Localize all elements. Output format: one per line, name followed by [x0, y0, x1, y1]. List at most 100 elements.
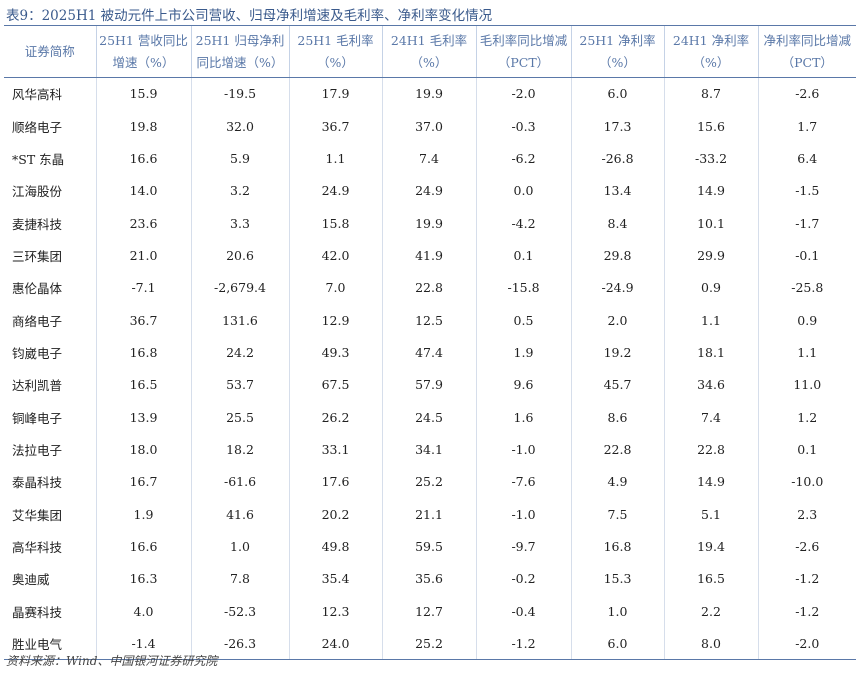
value-cell: 1.0: [190, 530, 289, 563]
value-cell: 14.9: [663, 174, 758, 207]
column-header-line2: （PCT）: [497, 54, 550, 70]
security-name-cell: *ST 东晶: [12, 151, 65, 167]
table-row: 铜峰电子 13.9 25.5 26.2 24.5 1.6 8.6 7.4 1.2: [4, 400, 856, 434]
value-cell: -33.2: [663, 142, 758, 175]
security-name-cell: 胜业电气: [4, 627, 96, 661]
value-cell: -26.8: [570, 142, 664, 175]
column-header-line2: （PCT）: [781, 54, 833, 70]
value-cell: 25.2: [381, 627, 476, 661]
security-name-cell: 风华高科: [12, 87, 63, 103]
table-row: 法拉电子 18.0 18.2 33.1 34.1 -1.0 22.8 22.8 0.1: [4, 433, 856, 466]
value-cell: 41.9: [381, 239, 476, 272]
value-cell: 16.3: [95, 562, 191, 595]
value-cell: 19.4: [663, 530, 758, 563]
security-name-cell: 艾华集团: [12, 507, 63, 523]
value-cell: 1.7: [757, 109, 856, 143]
table-body: 风华高科 15.9 -19.5 17.9 19.9 -2.0 6.0 8.7 -2.6 顺络电子 1…: [4, 77, 856, 661]
value-cell: 1.1: [288, 142, 382, 175]
column-header: 净利率同比增减 （PCT）: [757, 25, 856, 78]
table-row: 顺络电子 19.8 32.0 36.7 37.0 -0.3 17.3 15.6 1.7: [4, 109, 856, 143]
value-cell: 19.2: [570, 336, 664, 369]
value-cell: 3.3: [190, 206, 289, 240]
security-name-cell: 顺络电子: [12, 119, 63, 135]
value-cell: 1.1: [663, 303, 758, 337]
value-cell: 25.5: [190, 400, 289, 434]
column-header: 24H1 净利率 （%）: [663, 25, 758, 78]
column-header-line1: 25H1 营收同比: [99, 32, 188, 48]
value-cell: 35.6: [381, 562, 476, 595]
column-header-line1: 24H1 净利率: [672, 32, 750, 48]
value-cell: 16.5: [663, 562, 758, 595]
data-table-container: 证券简称 25H1 营收同比 增速（%） 25H1 归母净利 同比增速（%） 25H1 毛…: [4, 25, 856, 661]
table-row: 晶赛科技 4.0 -52.3 12.3 12.7 -0.4 1.0 2.2 -1.2: [4, 595, 856, 628]
value-cell: -2.6: [757, 530, 856, 563]
value-cell: 45.7: [570, 368, 664, 401]
value-cell: 1.6: [475, 400, 571, 434]
column-header: 25H1 净利率 （%）: [570, 25, 664, 78]
security-name-cell: 江海股份: [12, 184, 63, 200]
security-name-cell: 奥迪威: [12, 572, 50, 588]
security-name-cell: 达利凯普: [12, 378, 63, 394]
value-cell: -1.0: [475, 497, 571, 531]
value-cell: 25.2: [381, 465, 476, 498]
value-cell: 13.4: [570, 174, 664, 207]
value-cell: 0.9: [757, 303, 856, 337]
table-row: 惠伦晶体 -7.1 -2,679.4 7.0 22.8 -15.8 -24.9 0.9 -25.…: [4, 271, 856, 304]
security-name-cell: 三环集团: [12, 248, 63, 264]
value-cell: 8.4: [570, 206, 664, 240]
value-cell: -2.0: [757, 627, 856, 661]
value-cell: -2.0: [475, 77, 571, 110]
column-header: 25H1 营收同比 增速（%）: [95, 25, 191, 78]
value-cell: 3.2: [190, 174, 289, 207]
column-header: 24H1 毛利率 （%）: [381, 25, 476, 78]
value-cell: 53.7: [190, 368, 289, 401]
source-note: 资料来源：Wind、中国银河证券研究院: [6, 654, 218, 668]
value-cell: 20.6: [190, 239, 289, 272]
value-cell: 16.7: [95, 465, 191, 498]
value-cell: -9.7: [475, 530, 571, 563]
value-cell: 24.9: [288, 174, 382, 207]
value-cell: -1.4: [95, 627, 191, 661]
column-header-line2: （%）: [410, 54, 448, 70]
value-cell: 2.0: [570, 303, 664, 337]
value-cell: 15.8: [288, 206, 382, 240]
value-cell: -61.6: [190, 465, 289, 498]
value-cell: 32.0: [190, 109, 289, 143]
value-cell: 5.9: [190, 142, 289, 175]
value-cell: -19.5: [190, 77, 289, 110]
value-cell: 14.0: [95, 174, 191, 207]
value-cell: 42.0: [288, 239, 382, 272]
column-header-line1: 证券简称: [24, 43, 75, 59]
value-cell: 17.6: [288, 465, 382, 498]
value-cell: -1.2: [757, 562, 856, 595]
value-cell: 16.6: [95, 530, 191, 563]
value-cell: 67.5: [288, 368, 382, 401]
table-row: 高华科技 16.6 1.0 49.8 59.5 -9.7 16.8 19.4 -2.6: [4, 530, 856, 563]
column-header: 证券简称: [4, 25, 96, 78]
value-cell: -1.7: [757, 206, 856, 240]
column-header-line2: （%）: [692, 54, 730, 70]
table-row: *ST 东晶 16.6 5.9 1.1 7.4 -6.2 -26.8 -33.2 6.4: [4, 142, 856, 175]
table-row: 泰晶科技 16.7 -61.6 17.6 25.2 -7.6 4.9 14.9 -10.0: [4, 465, 856, 498]
value-cell: 22.8: [381, 271, 476, 304]
value-cell: 24.0: [288, 627, 382, 661]
value-cell: 4.9: [570, 465, 664, 498]
value-cell: 19.9: [381, 77, 476, 110]
value-cell: -24.9: [570, 271, 664, 304]
value-cell: 26.2: [288, 400, 382, 434]
column-header-line2: （%）: [599, 54, 636, 70]
value-cell: 22.8: [570, 433, 664, 466]
table-row: 达利凯普 16.5 53.7 67.5 57.9 9.6 45.7 34.6 11.0: [4, 368, 856, 401]
value-cell: 23.6: [95, 206, 191, 240]
value-cell: 36.7: [288, 109, 382, 143]
value-cell: 7.5: [570, 497, 664, 531]
value-cell: 7.4: [663, 400, 758, 434]
value-cell: 16.5: [95, 368, 191, 401]
value-cell: 35.4: [288, 562, 382, 595]
value-cell: -7.6: [475, 465, 571, 498]
security-name-cell: 商络电子: [12, 313, 63, 329]
value-cell: 20.2: [288, 497, 382, 531]
table-row: 艾华集团 1.9 41.6 20.2 21.1 -1.0 7.5 5.1 2.3: [4, 497, 856, 531]
table-row: 奥迪威 16.3 7.8 35.4 35.6 -0.2 15.3 16.5 -1.2: [4, 562, 856, 595]
value-cell: 6.4: [757, 142, 856, 175]
